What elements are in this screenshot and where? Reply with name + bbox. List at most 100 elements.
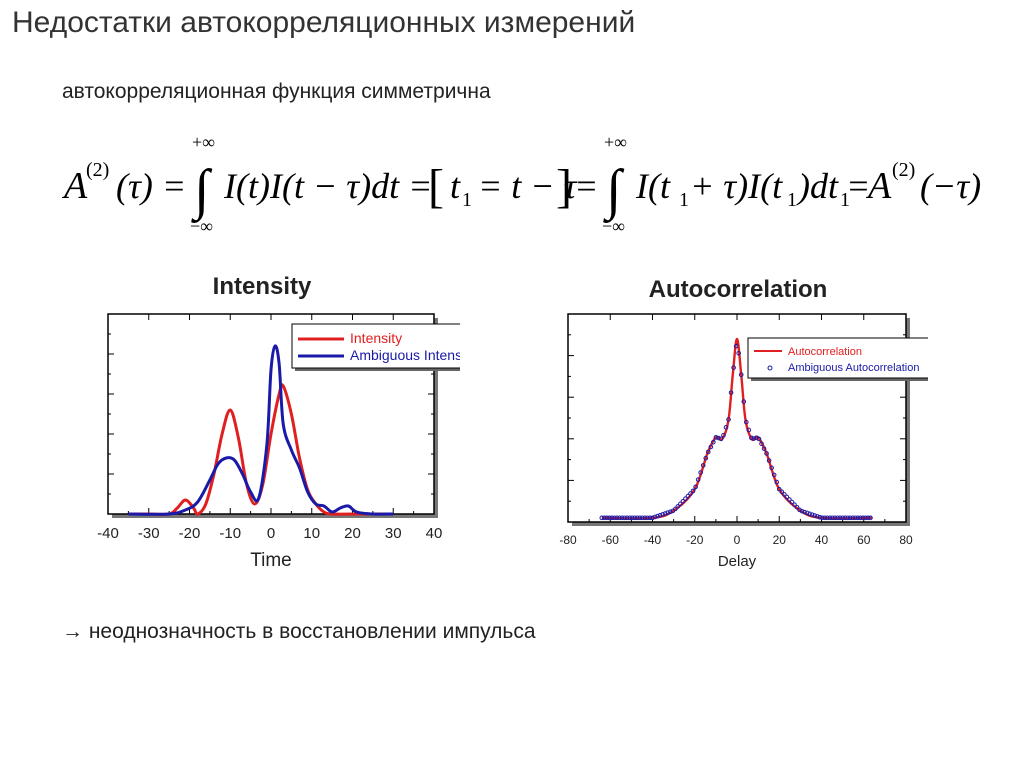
eq-rhs-arg: (−τ) xyxy=(920,166,981,206)
eq-tau: (τ) = xyxy=(116,166,186,206)
series-ambiguous-autocorrelation-marker xyxy=(716,435,721,441)
eq-body-1: I(t)I(t − τ)dt = xyxy=(223,166,432,206)
series-ambiguous-autocorrelation-marker xyxy=(784,494,790,500)
eq-body-2b: + τ)I(t xyxy=(690,166,783,206)
autocorrelation-chart: Autocorrelation -80 -60 -40 -20 0 20 40 60 80 Dela… xyxy=(559,276,928,570)
series-ambiguous-autocorrelation-marker xyxy=(858,515,863,521)
series-ambiguous-autocorrelation-marker xyxy=(683,496,688,501)
x-tick-label: -10 xyxy=(219,525,241,542)
series-ambiguous-autocorrelation-marker xyxy=(756,436,762,442)
series-ambiguous-autocorrelation-marker xyxy=(789,499,795,505)
chart-title: Intensity xyxy=(213,273,312,300)
x-tick-label: -20 xyxy=(179,525,201,542)
series-ambiguous-autocorrelation-marker xyxy=(830,515,835,521)
eq-sup: (2) xyxy=(86,159,109,181)
series-ambiguous-autocorrelation-marker xyxy=(842,515,848,521)
slide-title: Недостатки автокорреляционных измерений xyxy=(12,6,636,39)
series-ambiguous-autocorrelation-marker xyxy=(609,515,615,521)
eq-sub-2c: 1 xyxy=(840,189,850,211)
chart-title: Autocorrelation xyxy=(649,276,828,303)
series-ambiguous-autocorrelation-marker xyxy=(792,502,797,507)
series-ambiguous-autocorrelation-marker xyxy=(599,515,605,521)
series-ambiguous-autocorrelation-marker xyxy=(782,492,787,497)
series-ambiguous-autocorrelation-marker xyxy=(853,515,858,521)
x-tick-label: -40 xyxy=(644,533,662,547)
eq-body-2a: I(t xyxy=(635,166,671,206)
series-ambiguous-autocorrelation-marker xyxy=(832,515,838,521)
series-ambiguous-autocorrelation-marker xyxy=(743,419,749,425)
series-ambiguous-autocorrelation-marker xyxy=(751,436,757,441)
legend-label: Ambiguous Autocorrelation xyxy=(788,362,919,374)
series-ambiguous-autocorrelation-marker xyxy=(847,515,853,521)
series-ambiguous-autocorrelation-marker xyxy=(602,515,607,521)
series-ambiguous-autocorrelation-marker xyxy=(607,515,612,521)
x-axis-label: Time xyxy=(250,550,292,571)
series-ambiguous-autocorrelation-marker xyxy=(820,515,825,521)
series-ambiguous-autocorrelation-marker xyxy=(675,504,681,509)
series-ambiguous-autocorrelation-marker xyxy=(614,515,620,521)
series-ambiguous-autocorrelation-marker xyxy=(837,515,843,521)
series-ambiguous-autocorrelation-marker xyxy=(731,365,736,370)
x-tick-label: -80 xyxy=(559,533,577,547)
eq-bracket-open: [ xyxy=(428,160,444,213)
series-ambiguous-autocorrelation-marker xyxy=(688,491,693,496)
series-ambiguous-autocorrelation-marker xyxy=(825,515,830,521)
series-ambiguous-autocorrelation-marker xyxy=(733,343,739,349)
legend-label: Intensity xyxy=(350,330,402,346)
series-ambiguous-autocorrelation-marker xyxy=(840,515,845,521)
eq-bracket-sub: 1 xyxy=(462,189,472,211)
series-ambiguous-autocorrelation-marker xyxy=(698,470,703,475)
series-ambiguous-autocorrelation-marker xyxy=(822,515,828,521)
eq-body-2c: )dt xyxy=(796,166,839,206)
series-ambiguous-autocorrelation-marker xyxy=(700,463,706,468)
series-ambiguous-autocorrelation-marker xyxy=(776,486,782,492)
legend-marker xyxy=(767,365,773,371)
series-ambiguous-autocorrelation-marker xyxy=(817,514,823,520)
series-ambiguous-autocorrelation-marker xyxy=(779,489,785,495)
series-ambiguous-autocorrelation-marker xyxy=(835,515,840,521)
series-ambiguous-autocorrelation-marker xyxy=(640,515,645,521)
series-ambiguous-autocorrelation-marker xyxy=(680,498,686,504)
series-ambiguous-autocorrelation-marker xyxy=(794,504,800,510)
series-ambiguous-autocorrelation-marker xyxy=(863,515,868,521)
series-ambiguous-autocorrelation-marker xyxy=(667,509,673,515)
series-ambiguous-autocorrelation-marker xyxy=(678,501,683,507)
legend-box xyxy=(291,323,460,369)
series-ambiguous-autocorrelation-marker xyxy=(718,436,724,442)
legend-label: Ambiguous Intensity xyxy=(350,347,460,363)
eq-body-2d: = xyxy=(846,166,870,206)
eq-bracket-close: ] xyxy=(556,160,572,213)
series-ambiguous-autocorrelation-marker xyxy=(721,432,726,438)
slide-subtitle: автокорреляционная функция симметрична xyxy=(62,80,491,103)
series-ambiguous-autocorrelation-marker xyxy=(850,515,856,521)
legend-label: Autocorrelation xyxy=(788,346,862,358)
series-ambiguous-autocorrelation-marker xyxy=(629,515,635,521)
eq-bracket-t: t xyxy=(450,166,461,206)
series-ambiguous-autocorrelation-marker xyxy=(713,435,719,440)
series-intensity-line xyxy=(128,383,394,516)
series-ambiguous-autocorrelation-marker xyxy=(652,514,658,520)
series-ambiguous-autocorrelation-marker xyxy=(868,515,873,521)
series-ambiguous-autocorrelation-marker xyxy=(761,446,767,451)
eq-bracket-rest: = t − τ xyxy=(478,166,578,206)
series-ambiguous-autocorrelation-marker xyxy=(827,515,833,521)
eq-integral-1: ∫ xyxy=(191,159,213,224)
series-ambiguous-autocorrelation-marker xyxy=(769,465,774,471)
series-ambiguous-autocorrelation-marker xyxy=(632,515,638,521)
series-ambiguous-autocorrelation-marker xyxy=(738,372,744,378)
x-tick-label: 0 xyxy=(267,525,275,542)
series-ambiguous-autocorrelation-marker xyxy=(662,511,668,516)
eq-sub-2b: 1 xyxy=(787,189,797,211)
series-ambiguous-autocorrelation-marker xyxy=(809,512,815,517)
conclusion-text: → неоднозначность в восстановлении импул… xyxy=(62,620,536,643)
series-ambiguous-autocorrelation-marker xyxy=(655,513,660,519)
series-ambiguous-autocorrelation-marker xyxy=(665,510,671,515)
eq-upper-2: +∞ xyxy=(604,132,627,152)
series-autocorrelation-line xyxy=(601,337,873,520)
x-tick-label: 10 xyxy=(303,525,320,542)
series-ambiguous-autocorrelation-marker xyxy=(619,515,625,521)
series-ambiguous-autocorrelation-marker xyxy=(736,350,741,356)
series-ambiguous-autocorrelation-marker xyxy=(845,515,850,521)
x-tick-label: 40 xyxy=(815,533,829,547)
series-ambiguous-autocorrelation-marker xyxy=(703,455,709,461)
